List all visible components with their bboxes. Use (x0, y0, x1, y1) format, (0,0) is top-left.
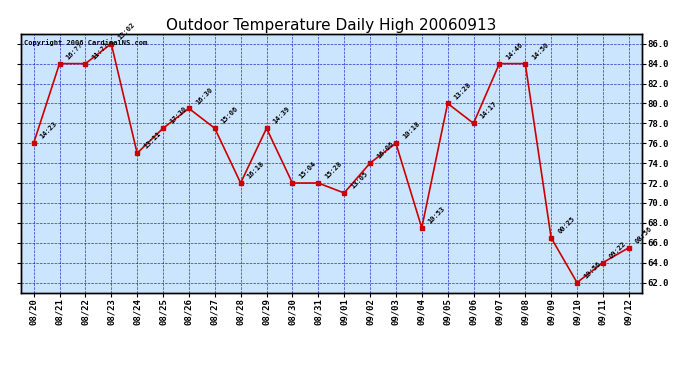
Text: 14:39: 14:39 (272, 106, 291, 125)
Text: 13:28: 13:28 (453, 81, 473, 100)
Text: 16:30: 16:30 (195, 86, 214, 105)
Text: 14:23: 14:23 (39, 121, 59, 140)
Text: 16:18: 16:18 (246, 160, 266, 180)
Text: 10:56: 10:56 (582, 260, 602, 279)
Text: 14:50: 14:50 (531, 41, 550, 60)
Text: 00:25: 00:25 (557, 215, 576, 235)
Text: 10:18: 10:18 (402, 121, 421, 140)
Text: 13:02: 13:02 (117, 21, 136, 40)
Text: 09:22: 09:22 (609, 240, 628, 260)
Text: 15:04: 15:04 (298, 160, 317, 180)
Text: 13:05: 13:05 (350, 171, 369, 190)
Text: 15:28: 15:28 (324, 160, 343, 180)
Text: 11:??: 11:?? (91, 41, 110, 60)
Text: Copyright 2006 CardinalNS.com: Copyright 2006 CardinalNS.com (23, 39, 147, 46)
Text: 13:11: 13:11 (143, 131, 162, 150)
Text: 15:06: 15:06 (220, 106, 239, 125)
Text: 14:17: 14:17 (479, 101, 498, 120)
Text: 14:46: 14:46 (505, 41, 524, 60)
Text: 16:??: 16:?? (65, 41, 84, 60)
Text: 08:56: 08:56 (634, 225, 653, 245)
Text: 10:53: 10:53 (427, 206, 446, 225)
Text: 17:30: 17:30 (168, 106, 188, 125)
Title: Outdoor Temperature Daily High 20060913: Outdoor Temperature Daily High 20060913 (166, 18, 496, 33)
Text: 16:06: 16:06 (375, 141, 395, 160)
